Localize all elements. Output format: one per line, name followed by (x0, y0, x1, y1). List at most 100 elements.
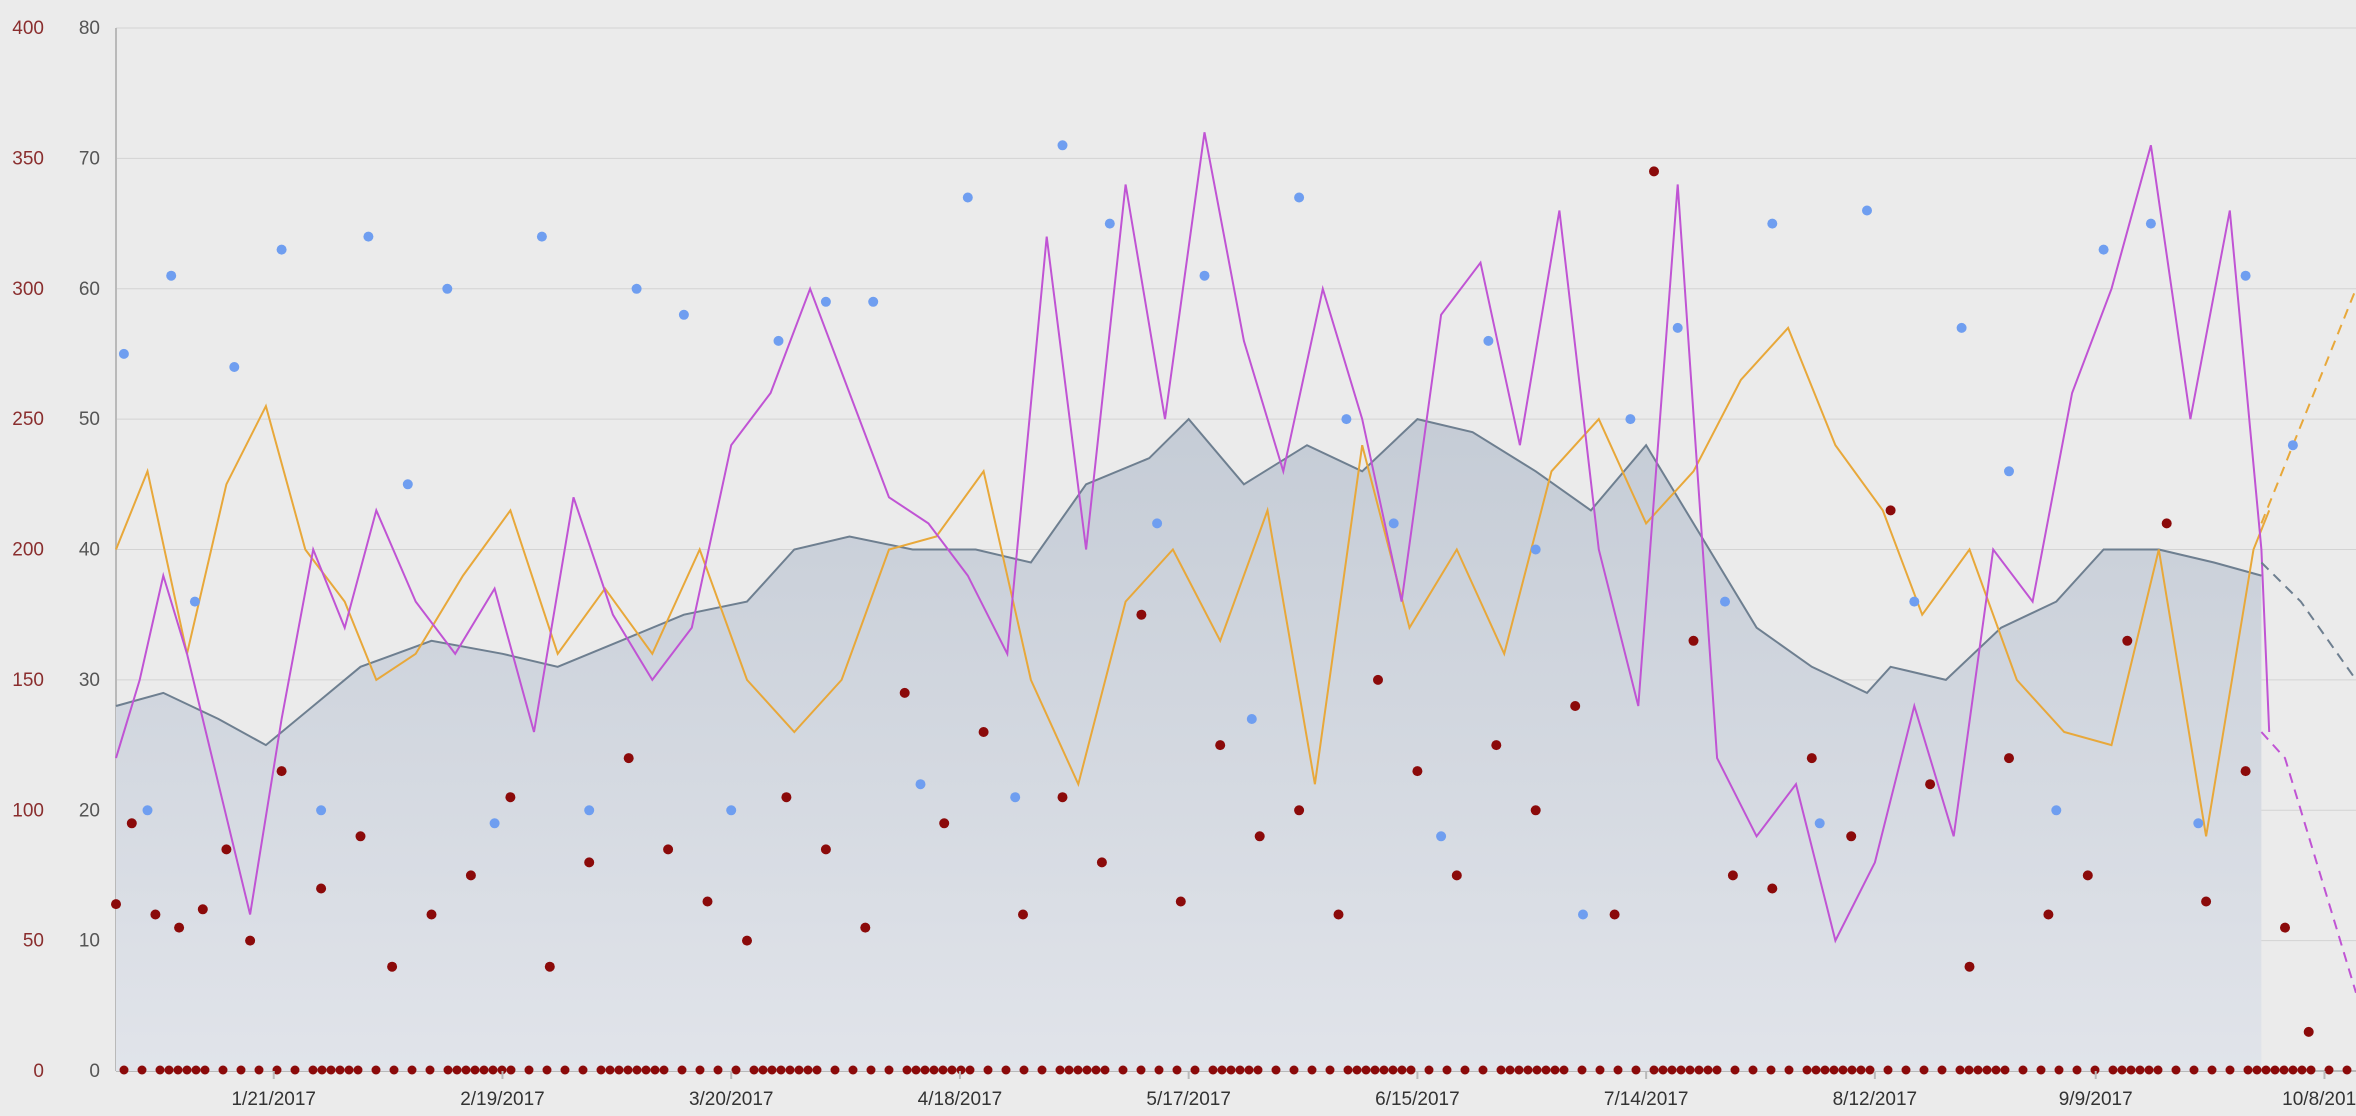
blue-point (1862, 205, 1872, 216)
right-tick-label: 40 (79, 540, 100, 561)
baseline-point (1001, 1065, 1011, 1075)
projection-line (2260, 731, 2356, 994)
baseline-point (1595, 1065, 1605, 1075)
blue-point (363, 231, 374, 242)
baseline-point (164, 1065, 174, 1075)
red-point (742, 935, 752, 946)
right-tick-label: 50 (79, 409, 100, 430)
baseline-point (812, 1065, 822, 1075)
baseline-point (2072, 1065, 2082, 1075)
blue-scatter-series (118, 140, 2298, 920)
red-point (276, 766, 287, 777)
projection-line (2260, 288, 2356, 524)
red-point (126, 818, 137, 829)
red-point (1412, 766, 1423, 777)
baseline-point (1685, 1065, 1695, 1075)
red-point (1491, 740, 1502, 751)
blue-point (1388, 518, 1399, 529)
blue-point (1956, 322, 1967, 333)
red-point (1254, 831, 1265, 842)
baseline-point (1136, 1065, 1146, 1075)
baseline-point (677, 1065, 687, 1075)
baseline-point (1064, 1065, 1074, 1075)
baseline-point (1271, 1065, 1281, 1075)
baseline-point (938, 1065, 948, 1075)
red-point (1609, 909, 1620, 920)
baseline-point (542, 1065, 552, 1075)
baseline-point (1748, 1065, 1758, 1075)
red-point (820, 844, 831, 855)
red-point (2122, 635, 2133, 646)
baseline-point (1703, 1065, 1713, 1075)
orange-line-series (115, 326, 2271, 837)
blue-point (1294, 192, 1305, 203)
baseline-point (443, 1065, 453, 1075)
baseline-point (2126, 1065, 2136, 1075)
baseline-point (749, 1065, 759, 1075)
baseline-point (1667, 1065, 1677, 1075)
baseline-point (596, 1065, 606, 1075)
x-tick-label: 6/15/2017 (1375, 1089, 1460, 1110)
blue-point (1578, 909, 1588, 920)
baseline-point (1820, 1065, 1830, 1075)
baseline-point (2306, 1065, 2316, 1075)
left-tick-label: 100 (12, 800, 44, 821)
baseline-point (1154, 1065, 1164, 1075)
baseline-point (605, 1065, 615, 1075)
baseline-point (713, 1065, 723, 1075)
left-tick-label: 350 (12, 148, 44, 169)
red-point (899, 687, 910, 698)
red-point (174, 922, 185, 933)
baseline-point (1424, 1065, 1434, 1075)
blue-point (1483, 335, 1494, 346)
baseline-point (335, 1065, 345, 1075)
baseline-point (1118, 1065, 1128, 1075)
right-tick-label: 30 (79, 670, 100, 691)
red-point (1727, 870, 1738, 881)
red-point (2082, 870, 2093, 881)
baseline-point (1577, 1065, 1587, 1075)
red-point (1570, 701, 1581, 711)
blue-point (118, 348, 129, 359)
baseline-point (758, 1065, 768, 1075)
baseline-point (1550, 1065, 1560, 1075)
blue-point (229, 362, 240, 372)
baseline-point (830, 1065, 840, 1075)
baseline-point (1631, 1065, 1641, 1075)
baseline-point (2243, 1065, 2253, 1075)
x-tick-label: 3/20/2017 (689, 1089, 774, 1110)
baseline-point (2000, 1065, 2010, 1075)
red-point (860, 922, 871, 933)
baseline-point (2090, 1065, 2100, 1075)
baseline-point (2189, 1065, 2199, 1075)
baseline-point (1253, 1065, 1263, 1075)
baseline-point (1406, 1065, 1416, 1075)
red-point (623, 753, 634, 764)
baseline-point (497, 1065, 507, 1075)
baseline-point (272, 1065, 282, 1075)
baseline-point (1901, 1065, 1911, 1075)
baseline-point (794, 1065, 804, 1075)
red-point (1373, 674, 1383, 685)
baseline-point (1649, 1065, 1659, 1075)
baseline-point (1919, 1065, 1929, 1075)
baseline-point (1496, 1065, 1506, 1075)
baseline-point (1208, 1065, 1218, 1075)
baseline-point (2108, 1065, 2118, 1075)
blue-point (1199, 270, 1210, 281)
baseline-point (1190, 1065, 1200, 1075)
right-tick-label: 60 (79, 279, 100, 300)
blue-point (1625, 414, 1636, 425)
baseline-point (920, 1065, 930, 1075)
baseline-point (1982, 1065, 1992, 1075)
baseline-point (1100, 1065, 1110, 1075)
left-tick-label: 200 (12, 540, 44, 561)
baseline-point (848, 1065, 858, 1075)
red-point (1333, 909, 1344, 920)
blue-point (402, 479, 413, 490)
red-point (2004, 753, 2014, 764)
x-tick-label: 10/8/2017 (2282, 1089, 2356, 1110)
blue-point (536, 231, 547, 242)
baseline-point (1532, 1065, 1542, 1075)
baseline-point (965, 1065, 975, 1075)
